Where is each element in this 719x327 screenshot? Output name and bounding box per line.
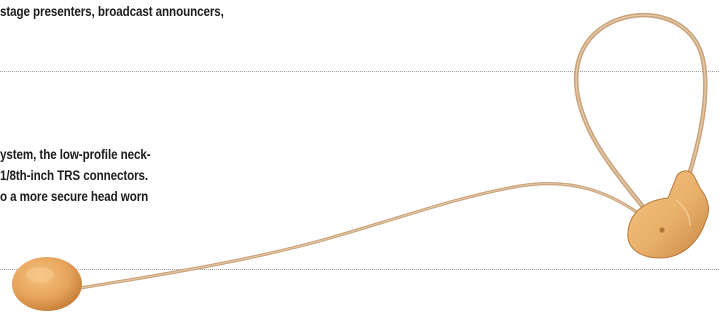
body-text-line-2: 1/8th-inch TRS connectors. <box>0 168 149 183</box>
microphone-windscreen <box>12 257 82 311</box>
intro-text-line: stage presenters, broadcast announcers, <box>0 4 224 19</box>
dotted-divider-bottom <box>0 269 719 270</box>
ear-hook-wire <box>573 12 708 235</box>
boom-arm <box>78 182 652 290</box>
body-text-line-1: ystem, the low-profile neck- <box>0 147 151 162</box>
dotted-divider-top <box>0 71 719 72</box>
body-text-line-3: o a more secure head worn <box>0 189 149 204</box>
connector-housing <box>627 170 709 259</box>
